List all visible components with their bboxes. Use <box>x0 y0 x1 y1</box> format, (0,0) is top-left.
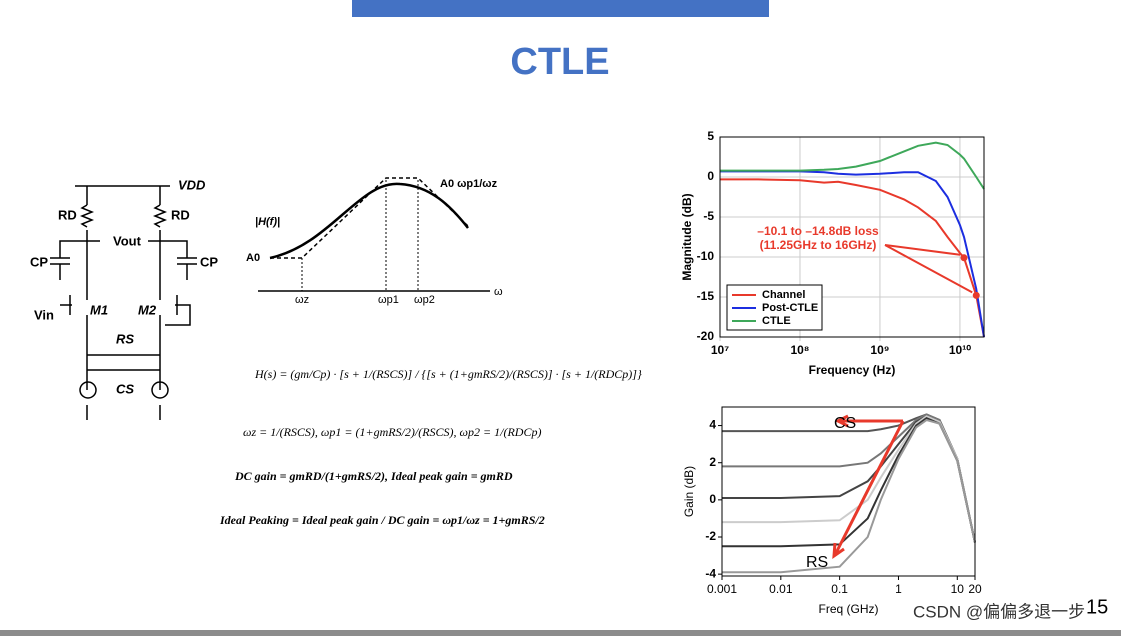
wires <box>50 185 197 420</box>
series-line <box>720 170 985 338</box>
label: A0 ωp1/ωz <box>440 178 498 190</box>
page-number: 15 <box>1086 596 1108 618</box>
y-axis-label: Magnitude (dB) <box>680 193 694 280</box>
x-tick-label: 0.1 <box>831 582 848 596</box>
x-tick-label: 10⁷ <box>711 343 729 357</box>
y-tick-label: 4 <box>709 418 716 432</box>
annotation: (11.25GHz to 16GHz) <box>760 238 877 252</box>
x-axis-label: Freq (GHz) <box>819 602 879 616</box>
bode-sketch: |H(f)| A0 A0 ωp1/ωz ωz ωp1 ωp2 ω <box>246 177 503 306</box>
equation: Ideal Peaking = Ideal peak gain / DC gai… <box>219 513 545 527</box>
marker <box>960 254 968 262</box>
y-tick-label: 0 <box>707 169 714 183</box>
x-axis-label: Frequency (Hz) <box>809 363 896 377</box>
label: CS <box>116 381 134 396</box>
y-tick-label: -2 <box>705 529 716 543</box>
annotation: –10.1 to –14.8dB loss <box>757 224 879 238</box>
label: CP <box>30 254 48 269</box>
equation: DC gain = gmRD/(1+gmRS/2), Ideal peak ga… <box>234 469 513 483</box>
marker <box>972 291 980 299</box>
label: ωz <box>295 294 309 306</box>
y-tick-label: -10 <box>697 249 715 263</box>
bottom-bar <box>0 630 1121 636</box>
series-line <box>720 141 985 190</box>
label: RS <box>116 331 134 346</box>
label: ωp2 <box>414 294 435 306</box>
series-line <box>722 418 976 574</box>
annotation: CS <box>834 415 856 432</box>
x-tick-label: 0.01 <box>769 582 793 596</box>
y-tick-label: -15 <box>697 289 715 303</box>
y-tick-label: -20 <box>697 329 715 343</box>
source <box>151 381 169 399</box>
legend-label: Post-CTLE <box>762 302 818 314</box>
label: RD <box>58 207 77 222</box>
label: A0 <box>246 252 260 264</box>
legend-label: Channel <box>762 289 805 301</box>
plot-border <box>721 406 976 577</box>
watermark: CSDN @偏偏多退一步 <box>913 602 1085 621</box>
x-tick-label: 10⁸ <box>790 343 809 357</box>
plot-border <box>719 136 985 338</box>
resistors <box>79 204 168 228</box>
y-axis-label: Gain (dB) <box>682 466 696 517</box>
label: M2 <box>138 302 157 317</box>
x-tick-label: 1 <box>895 582 902 596</box>
top-bar <box>352 0 769 17</box>
asymptote <box>270 177 469 259</box>
y-tick-label: -5 <box>703 209 714 223</box>
x-tick-label: 20 <box>968 582 982 596</box>
arrow <box>884 244 961 256</box>
label: ω <box>494 286 503 298</box>
arrow <box>884 244 973 294</box>
legend-label: CTLE <box>762 315 791 327</box>
y-tick-label: -4 <box>705 566 716 580</box>
slide-title: CTLE <box>510 41 609 83</box>
y-tick-label: 5 <box>707 129 714 143</box>
curve <box>269 182 469 260</box>
label: M1 <box>90 302 108 317</box>
label: ωp1 <box>378 294 399 306</box>
arrow <box>832 414 905 560</box>
x-tick-label: 10¹⁰ <box>949 343 971 357</box>
label: Vout <box>113 233 142 248</box>
y-tick-label: 0 <box>709 492 716 506</box>
x-tick-label: 10⁹ <box>870 343 889 357</box>
y-tick-label: 2 <box>709 455 716 469</box>
label: |H(f)| <box>255 216 280 228</box>
equation: ωz = 1/(RSCS), ωp1 = (1+gmRS/2)/(RSCS), … <box>243 425 541 439</box>
source <box>79 381 97 399</box>
annotation: RS <box>806 554 828 571</box>
circuit: VDD RD RD Vout CP CP Vin M1 M2 RS CS <box>30 177 218 420</box>
label: CP <box>200 254 218 269</box>
guides <box>301 180 419 291</box>
equation: H(s) = (gm/Cp) · [s + 1/(RSCS)] / {[s + … <box>254 367 642 381</box>
label: RD <box>171 207 190 222</box>
x-tick-label: 0.001 <box>707 582 737 596</box>
label: VDD <box>178 177 206 192</box>
x-tick-label: 10 <box>951 582 965 596</box>
label: Vin <box>34 307 54 322</box>
